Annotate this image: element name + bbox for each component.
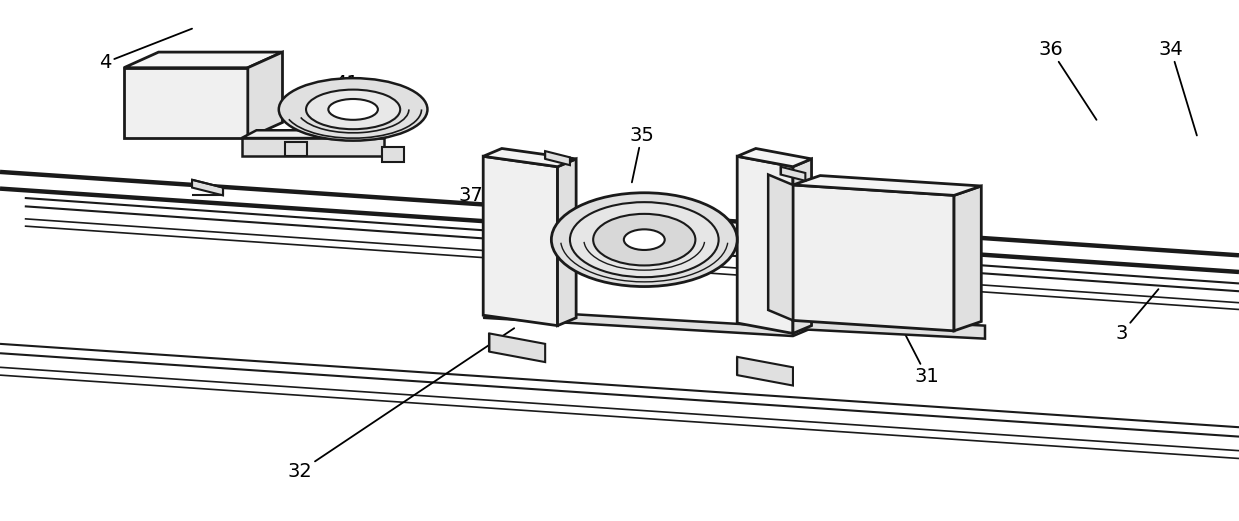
Polygon shape — [781, 315, 985, 339]
Polygon shape — [192, 180, 223, 195]
Polygon shape — [242, 130, 399, 138]
Ellipse shape — [623, 229, 664, 250]
Polygon shape — [737, 148, 812, 167]
Text: 31: 31 — [886, 297, 939, 386]
Polygon shape — [248, 52, 282, 138]
Ellipse shape — [551, 193, 737, 287]
Circle shape — [306, 90, 400, 129]
Polygon shape — [545, 151, 570, 165]
Text: 35: 35 — [629, 126, 654, 182]
Polygon shape — [793, 159, 812, 333]
Polygon shape — [904, 210, 939, 228]
Polygon shape — [483, 310, 812, 336]
Polygon shape — [483, 156, 558, 326]
Polygon shape — [242, 138, 384, 156]
Polygon shape — [793, 185, 954, 331]
Polygon shape — [483, 148, 576, 167]
Polygon shape — [124, 68, 248, 138]
Polygon shape — [558, 159, 576, 326]
Text: 34: 34 — [1158, 40, 1197, 135]
Polygon shape — [382, 147, 404, 162]
Text: 37: 37 — [458, 159, 514, 205]
Polygon shape — [954, 186, 981, 331]
Circle shape — [328, 99, 378, 120]
Text: 41: 41 — [335, 74, 366, 109]
Ellipse shape — [570, 202, 719, 277]
Polygon shape — [768, 175, 793, 320]
Polygon shape — [489, 333, 545, 362]
Text: 32: 32 — [287, 328, 514, 481]
Text: 36: 36 — [1038, 40, 1097, 120]
Ellipse shape — [593, 214, 695, 265]
Circle shape — [279, 78, 427, 141]
Polygon shape — [124, 52, 282, 68]
Text: 4: 4 — [99, 29, 192, 72]
Polygon shape — [793, 176, 981, 195]
Polygon shape — [737, 156, 793, 333]
Polygon shape — [285, 142, 307, 156]
Text: 3: 3 — [1115, 289, 1158, 343]
Polygon shape — [781, 167, 805, 181]
Polygon shape — [737, 357, 793, 386]
